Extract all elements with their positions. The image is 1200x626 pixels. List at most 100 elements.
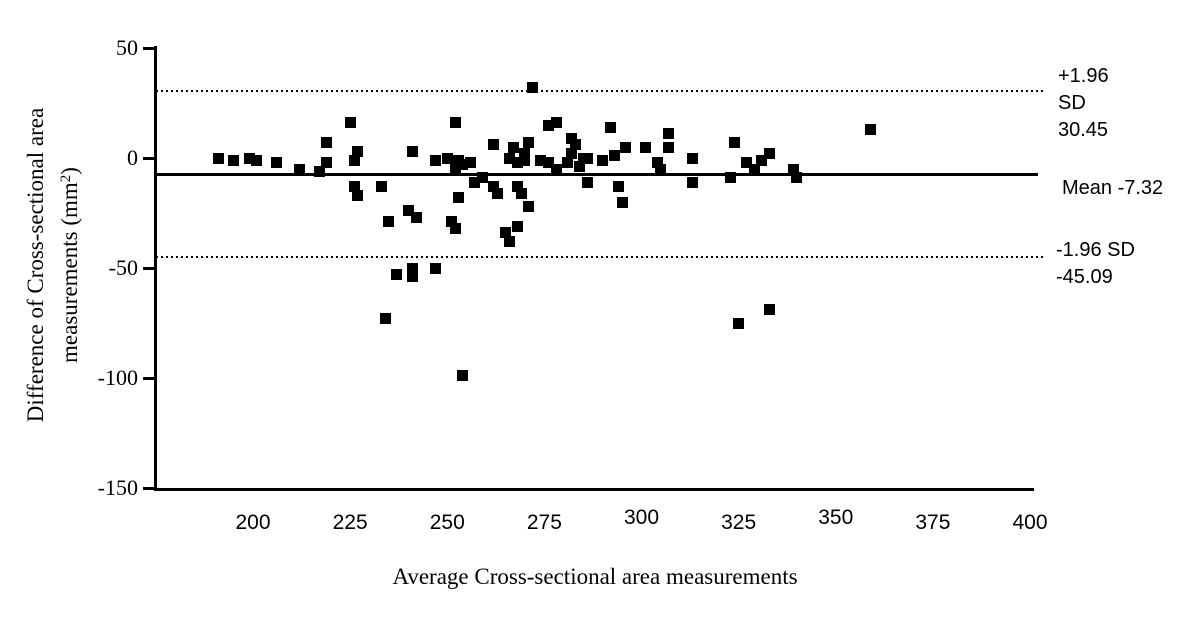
data-point	[348, 181, 360, 193]
data-point	[406, 262, 418, 274]
data-point	[550, 163, 562, 175]
data-point	[612, 181, 624, 193]
upper-loa-annotation-line3: 30.45	[1058, 119, 1109, 141]
data-point	[740, 156, 752, 168]
x-axis-tick-label: 250	[429, 511, 465, 534]
data-point	[383, 216, 395, 228]
data-point	[503, 236, 515, 248]
y-axis-line	[154, 46, 157, 491]
data-point	[791, 172, 803, 184]
y-axis-tick	[143, 46, 155, 50]
x-axis-tick-label: 300	[623, 506, 660, 529]
data-point	[511, 181, 523, 193]
mean-annotation: Mean -7.32	[1062, 175, 1163, 202]
x-axis-tick-label: 275	[526, 511, 562, 534]
data-point	[492, 187, 504, 199]
data-point	[511, 220, 523, 232]
y-axis-tick-label: 0	[127, 145, 138, 170]
mean-annotation-label: Mean -7.32	[1062, 177, 1164, 199]
data-point	[228, 154, 240, 166]
data-point	[550, 117, 562, 129]
data-point	[352, 145, 364, 157]
data-point	[604, 121, 616, 133]
x-axis-title: Average Cross-sectional area measurement…	[392, 564, 798, 589]
mean-line	[156, 172, 1038, 176]
data-point	[542, 156, 554, 168]
data-point	[511, 156, 523, 168]
x-axis-tick-label: 225	[332, 511, 368, 534]
data-point	[500, 227, 512, 239]
data-point	[449, 117, 461, 129]
data-point	[507, 141, 519, 153]
data-point	[251, 154, 263, 166]
data-point	[445, 216, 457, 228]
data-point	[748, 163, 760, 175]
data-point	[573, 161, 585, 173]
data-point	[406, 145, 418, 157]
lower-loa-annotation: -1.96 SD -45.09	[1056, 237, 1135, 291]
y-axis-tick-label: -100	[97, 365, 138, 390]
data-point	[787, 163, 799, 175]
data-point	[733, 317, 745, 329]
data-point	[503, 152, 515, 164]
upper-loa-line	[156, 90, 1045, 92]
data-point	[655, 163, 667, 175]
lower-loa-annotation-line1: -1.96 SD	[1056, 239, 1135, 261]
y-axis-tick	[143, 156, 155, 160]
x-axis-tick-label: 375	[915, 511, 951, 534]
data-point	[402, 205, 414, 217]
data-point	[566, 132, 578, 144]
y-axis-tick-label: -50	[108, 255, 138, 280]
y-axis-tick	[143, 266, 155, 270]
data-point	[270, 156, 282, 168]
x-axis-tick-label: 200	[235, 511, 271, 534]
data-point	[729, 137, 741, 149]
data-point	[468, 176, 480, 188]
data-point	[449, 163, 461, 175]
data-point	[375, 181, 387, 193]
data-point	[527, 82, 539, 94]
data-point	[542, 119, 554, 131]
data-point	[379, 313, 391, 325]
data-point	[430, 262, 442, 274]
y-axis-tick-label: -150	[97, 475, 138, 500]
data-point	[519, 154, 531, 166]
data-point	[651, 156, 663, 168]
data-point	[348, 154, 360, 166]
upper-loa-annotation-line2: SD	[1058, 92, 1086, 114]
data-point	[321, 137, 333, 149]
data-point	[410, 211, 422, 223]
data-point	[566, 148, 578, 160]
data-point	[686, 152, 698, 164]
data-point	[430, 154, 442, 166]
data-point	[243, 152, 255, 164]
x-axis-tick-label: 350	[818, 506, 854, 529]
data-point	[457, 370, 469, 382]
data-point	[523, 137, 535, 149]
lower-loa-annotation-line2: -45.09	[1056, 266, 1113, 288]
data-point	[515, 187, 527, 199]
data-point	[569, 139, 581, 151]
x-axis-tick-label: 325	[721, 511, 757, 534]
data-point	[562, 156, 574, 168]
y-axis-title: Difference of Cross-sectional area measu…	[20, 75, 84, 455]
data-point	[519, 148, 531, 160]
data-point	[441, 152, 453, 164]
data-point	[686, 176, 698, 188]
data-point	[457, 159, 469, 171]
data-point	[597, 154, 609, 166]
data-point	[663, 141, 675, 153]
data-point	[453, 192, 465, 204]
data-point	[639, 141, 651, 153]
data-point	[449, 222, 461, 234]
x-axis-tick-label: 400	[1012, 511, 1048, 534]
data-point	[523, 200, 535, 212]
data-point	[663, 128, 675, 140]
data-point	[534, 154, 546, 166]
data-point	[352, 189, 364, 201]
data-point	[313, 165, 325, 177]
data-point	[581, 176, 593, 188]
lower-loa-line	[156, 256, 1045, 259]
x-axis-line	[154, 488, 1034, 491]
